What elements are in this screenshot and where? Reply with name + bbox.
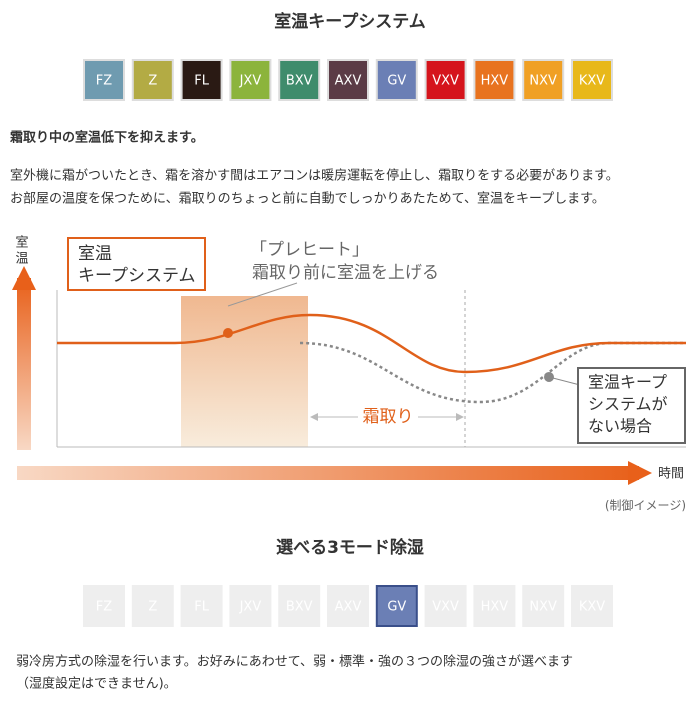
badge	[327, 59, 369, 101]
badge-label: KXV	[579, 74, 605, 89]
point	[223, 328, 233, 338]
badge	[131, 59, 174, 101]
badge-label: JXV	[239, 600, 262, 615]
caption: (制御イメージ)	[605, 498, 686, 513]
badge	[522, 59, 565, 101]
callout-text: キープシステム	[78, 266, 195, 286]
callout-text: 室温キープ	[588, 373, 667, 392]
badge	[571, 585, 613, 627]
x-label: 時間	[658, 467, 684, 482]
diagram: 室 温 時間 室温 キープシステム 「プレヒート」 霜取り前に室温を上げる 霜取…	[12, 235, 686, 513]
callout-text: ない場合	[588, 417, 652, 436]
badge-label: HXV	[481, 74, 509, 89]
defrost-label: 霜取り	[363, 407, 414, 427]
badge	[424, 59, 467, 101]
body-line: （湿度設定はできません)。	[16, 676, 177, 692]
badge-label: Z	[148, 600, 157, 615]
heading: 霜取り中の室温低下を抑えます。	[9, 130, 204, 146]
badge	[229, 59, 272, 101]
badge	[327, 585, 369, 627]
badge-label: KXV	[579, 600, 605, 615]
badge-label: GV	[387, 74, 406, 89]
body-line: 弱冷房方式の除湿を行います。お好みにあわせて、弱・標準・強の３つの除湿の強さが選…	[16, 654, 573, 670]
badge-label: FL	[194, 600, 209, 615]
badge	[83, 59, 125, 101]
y-arrow	[17, 278, 31, 450]
preheat-text: 「プレヒート」	[250, 240, 369, 260]
section-title: 室温キープシステム	[274, 11, 425, 32]
badge-label: NXV	[529, 600, 557, 615]
badge-row: FZ Z FL JXV BXV AXV GV VXV HXV NXV KXV	[83, 585, 613, 627]
badge-label: HXV	[481, 600, 509, 615]
callout-text: システムが	[588, 395, 668, 414]
preheat-area	[181, 296, 308, 447]
x-arrow-head	[628, 461, 652, 485]
badge	[571, 59, 613, 101]
badge	[473, 585, 516, 627]
preheat-text: 霜取り前に室温を上げる	[252, 263, 439, 283]
badge-label: VXV	[432, 74, 459, 89]
badge-label: FZ	[96, 74, 112, 89]
y-label: 室	[15, 235, 28, 251]
badge	[180, 585, 223, 627]
badge	[473, 59, 516, 101]
range-head	[456, 413, 464, 421]
badge-label: NXV	[529, 74, 557, 89]
body-line: お部屋の温度を保つために、霜取りのちょっと前に自動でしっかりあたためて、室温をキ…	[10, 191, 605, 207]
badge-label: Z	[148, 74, 157, 89]
leader	[548, 376, 581, 386]
badge	[522, 585, 565, 627]
badge	[424, 585, 467, 627]
badge	[229, 585, 272, 627]
badge	[375, 585, 418, 627]
curve-with	[57, 313, 686, 374]
badge-label: GV	[387, 600, 406, 615]
badge	[278, 59, 321, 101]
leader	[227, 282, 298, 307]
body-line: 室外機に霜がついたとき、霜を溶かす間はエアコンは暖房運転を停止し、霜取りをする必…	[10, 168, 619, 184]
callout-text: 室温	[78, 244, 112, 264]
callout-box	[577, 367, 686, 444]
badge	[131, 585, 174, 627]
badge-row: FZ Z FL JXV BXV AXV GV VXV HXV NXV KXV	[83, 59, 613, 101]
callout-box	[67, 237, 206, 291]
badge-label: FL	[194, 74, 209, 89]
badge	[375, 59, 418, 101]
curve-without	[299, 341, 686, 404]
section-title: 選べる3モード除湿	[276, 537, 424, 558]
badge-label: AXV	[335, 600, 362, 615]
badge	[83, 585, 125, 627]
badge-label: FZ	[96, 600, 112, 615]
range-head	[310, 413, 318, 421]
badge	[180, 59, 223, 101]
badge	[278, 585, 321, 627]
badge-label: VXV	[432, 600, 459, 615]
badge-label: BXV	[286, 74, 313, 89]
y-arrow-head	[12, 266, 36, 290]
x-arrow	[17, 466, 639, 480]
badge-label: BXV	[286, 600, 313, 615]
badge-label: AXV	[335, 74, 362, 89]
badge-label: JXV	[239, 74, 262, 89]
y-label: 温	[15, 252, 28, 267]
